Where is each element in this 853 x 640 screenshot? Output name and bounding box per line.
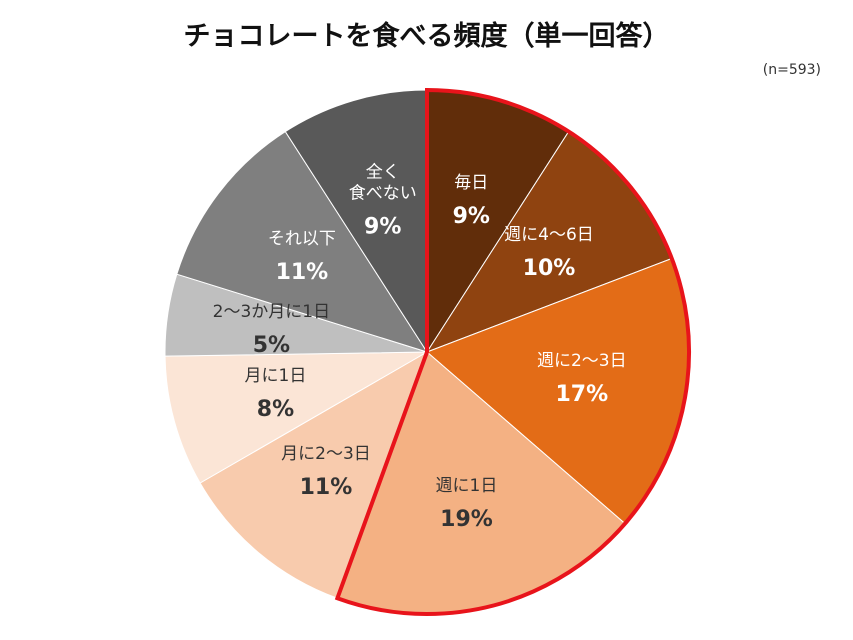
slice-label: 全く 食べない 9%: [349, 163, 417, 240]
category-label: 週に1日: [435, 476, 498, 497]
slice-label: 毎日 9%: [453, 173, 490, 229]
pie-slice: [176, 130, 429, 353]
slice-label: それ以下 11%: [268, 229, 336, 285]
pie-slice: [164, 351, 429, 484]
value-label: 19%: [440, 507, 493, 533]
value-label: 11%: [275, 259, 329, 285]
chart-subtitle: (n=593): [762, 62, 821, 78]
slice-label: 週に4～6日 10%: [504, 225, 594, 281]
category-label: 月に1日: [244, 365, 307, 386]
value-label: 9%: [364, 214, 402, 240]
slice-label: 2～3か月に1日 5%: [213, 302, 330, 358]
category-label: 週に4～6日: [504, 224, 594, 245]
value-label: 11%: [299, 475, 353, 501]
category-label: 月に2～3日: [281, 444, 371, 465]
value-label: 17%: [555, 382, 609, 408]
value-label: 9%: [452, 204, 490, 230]
value-label: 10%: [522, 255, 576, 281]
highlight-outline: [334, 87, 691, 616]
value-label: 5%: [252, 332, 291, 358]
category-label: 全く 食べない: [348, 162, 417, 204]
chart-title: チョコレートを食べる頻度（単一回答）: [183, 21, 670, 52]
slice-label: 週に2～3日 17%: [537, 351, 627, 407]
pie-slice: [199, 350, 428, 599]
category-label: それ以下: [267, 228, 336, 249]
slice-label: 月に2～3日 11%: [281, 444, 371, 500]
pie-slice: [284, 89, 428, 354]
category-label: 2～3か月に1日: [212, 301, 331, 322]
category-label: 毎日: [454, 173, 489, 194]
value-label: 8%: [256, 396, 295, 422]
slice-label: 週に1日 19%: [436, 476, 498, 532]
slice-label: 月に1日 8%: [245, 366, 307, 422]
category-label: 週に2～3日: [536, 351, 627, 372]
